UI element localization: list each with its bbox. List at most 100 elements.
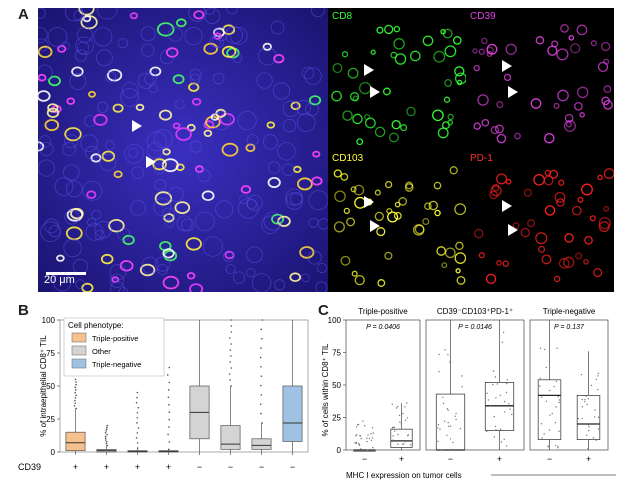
c-point <box>581 406 584 408</box>
c-point <box>500 441 503 443</box>
nucleus-outline <box>274 279 286 291</box>
cell-signal <box>374 126 386 138</box>
c-point <box>360 437 362 440</box>
cell-signal <box>364 117 376 129</box>
b-outlier <box>74 386 77 389</box>
cell-signal <box>433 181 442 190</box>
c-point <box>506 379 509 381</box>
nucleus-outline <box>270 20 285 35</box>
cell-signal <box>393 211 402 220</box>
c-point <box>370 433 372 435</box>
c-point <box>395 407 398 409</box>
c-point <box>449 438 452 440</box>
cell-signal <box>584 235 593 245</box>
b-outlier <box>104 432 107 434</box>
legend-label: Triple-positive <box>92 334 138 343</box>
b-outlier <box>261 319 264 321</box>
arrowhead-icon <box>364 196 374 208</box>
c-y-axis-label: % of cells within CD8⁺ TIL <box>321 343 330 437</box>
cell-signal <box>454 66 465 77</box>
nucleus-outline <box>117 37 129 49</box>
b-box <box>282 385 303 442</box>
cell-signal <box>374 189 381 196</box>
nucleus-outline <box>308 217 319 228</box>
nucleus-outline <box>237 111 257 131</box>
c-point <box>539 385 541 387</box>
cell-signal <box>505 43 517 55</box>
cell-signal <box>388 132 399 143</box>
c-point <box>555 444 557 447</box>
nucleus-outline <box>99 153 117 171</box>
nucleus-outline <box>301 273 310 283</box>
cell-signal <box>443 96 451 103</box>
nucleus-outline <box>75 279 86 290</box>
c-point <box>452 441 454 444</box>
cell-outline <box>38 73 47 82</box>
nucleus-outline <box>148 84 158 93</box>
c-point <box>547 445 549 447</box>
c-point <box>459 427 462 430</box>
cell-signal <box>456 79 463 86</box>
cell-signal <box>331 90 342 102</box>
cell-signal <box>409 50 421 62</box>
cell-outline <box>312 150 321 158</box>
nucleus-outline <box>168 26 183 42</box>
nucleus-outline <box>48 225 61 238</box>
c-point <box>551 412 553 415</box>
cell-signal <box>346 217 356 227</box>
arrowhead-icon <box>146 156 156 168</box>
c-point <box>393 426 395 429</box>
c-point <box>543 348 546 351</box>
nucleus-outline <box>157 264 168 275</box>
cell-outline <box>139 263 156 277</box>
c-point <box>372 446 374 449</box>
c-facet-title: CD39⁻CD103⁺PD-1⁺ <box>437 307 513 316</box>
cell-outline <box>240 185 252 194</box>
c-point <box>587 398 589 400</box>
nucleus-outline <box>261 215 280 235</box>
cell-signal <box>551 40 559 48</box>
cell-signal <box>601 41 611 52</box>
c-point <box>455 418 457 421</box>
c-point <box>437 440 439 443</box>
c-point <box>437 427 439 429</box>
b-outlier <box>136 442 139 444</box>
legend-label: Triple-negative <box>92 360 141 369</box>
cell-outline <box>201 190 215 202</box>
c-point <box>391 428 393 430</box>
nucleus-outline <box>153 163 165 175</box>
c-facet-title: Triple-negative <box>543 307 596 316</box>
c-point <box>391 426 394 429</box>
b-outlier <box>229 349 232 351</box>
cell-outline <box>38 90 51 102</box>
b-outlier <box>168 441 171 443</box>
cell-signal <box>432 109 444 122</box>
c-box <box>390 428 413 448</box>
b-box <box>251 438 272 450</box>
b-outlier <box>74 389 77 391</box>
c-point <box>443 420 446 422</box>
nucleus-outline <box>232 271 246 284</box>
b-outlier <box>74 399 76 402</box>
c-point <box>368 437 371 440</box>
panel-c-letter: C <box>318 302 329 319</box>
b-y-tick-label: 100 <box>42 316 56 325</box>
cell-outline <box>119 260 134 272</box>
cell-signal <box>505 178 512 185</box>
c-point <box>438 371 440 373</box>
c-point <box>449 425 452 427</box>
c-point <box>493 436 496 438</box>
nucleus-outline <box>105 140 115 151</box>
c-point <box>496 383 499 385</box>
cell-signal <box>376 26 384 34</box>
nucleus-outline <box>64 209 80 225</box>
legend-label: Other <box>92 347 111 356</box>
cell-signal <box>376 227 386 237</box>
legend-title: Cell phenotype: <box>68 321 124 330</box>
nucleus-outline <box>263 211 283 231</box>
cell-signal <box>440 28 446 35</box>
nucleus-outline <box>285 192 303 210</box>
b-outlier <box>168 426 170 428</box>
c-point <box>357 442 360 445</box>
cell-outline <box>162 248 175 259</box>
